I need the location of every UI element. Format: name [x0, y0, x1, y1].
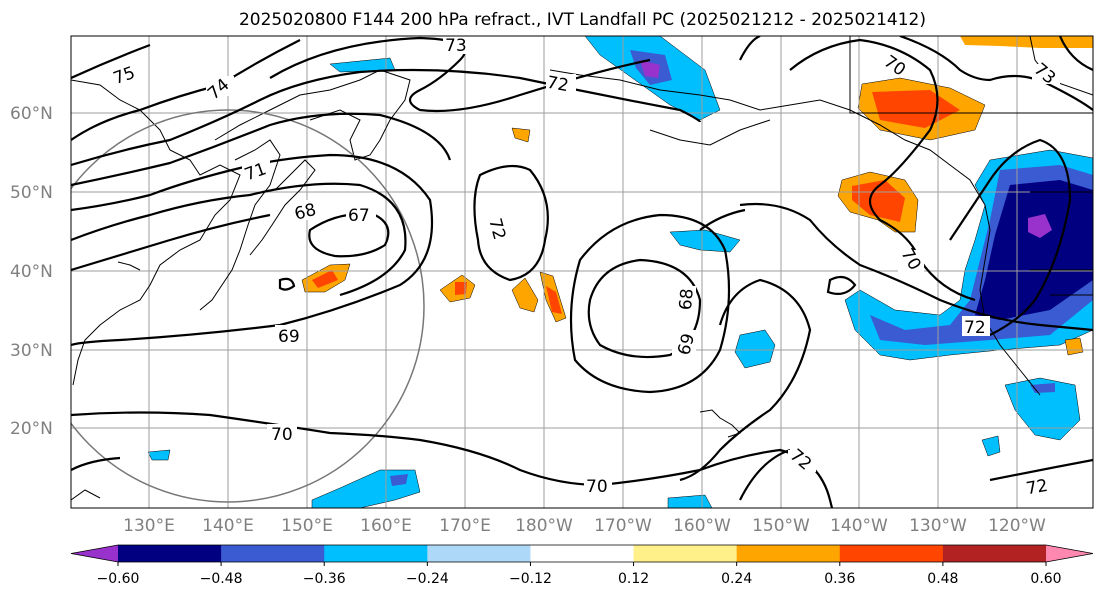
- positive-anomaly-region: [960, 36, 1093, 48]
- positive-anomaly-region: [546, 286, 562, 314]
- colorbar-segment: [427, 545, 531, 562]
- negative-anomaly-region: [975, 180, 1093, 320]
- colorbar-tick-label: 0.12: [618, 571, 649, 587]
- svg-text:72: 72: [545, 73, 570, 96]
- negative-anomaly-region: [640, 60, 660, 78]
- positive-anomaly-region: [511, 127, 531, 143]
- shaded-field-layer: [147, 36, 1093, 508]
- lon-label: 120°W: [988, 516, 1046, 536]
- colorbar-segment: [530, 545, 635, 562]
- lat-label: 50°N: [10, 183, 53, 203]
- negative-anomaly-region: [1028, 214, 1052, 238]
- contour-label: 69: [672, 330, 699, 358]
- contour-label: 70: [896, 245, 925, 274]
- lon-label: 130°E: [123, 516, 175, 536]
- negative-anomaly-region: [147, 449, 171, 461]
- positive-anomaly-region: [511, 277, 539, 313]
- contour-label: 72: [786, 445, 816, 475]
- colorbar-segment: [118, 545, 222, 562]
- negative-anomaly-region: [390, 474, 408, 486]
- map-frame: [70, 35, 1094, 509]
- contour-label-layer: 75 74 73 72 70 73: [111, 36, 1060, 499]
- lon-label: 160°W: [673, 516, 731, 536]
- positive-anomaly-region: [852, 180, 905, 222]
- contour-label: 72: [962, 316, 990, 338]
- lon-label: 170°W: [594, 516, 652, 536]
- svg-text:70: 70: [586, 477, 608, 497]
- negative-anomaly-region: [981, 435, 1001, 457]
- colorbar-tick-label: −0.24: [406, 571, 449, 587]
- contour-label: 73: [443, 36, 471, 56]
- latitude-labels: 60°N 50°N 40°N 30°N 20°N: [10, 104, 53, 439]
- contour-label: 68: [672, 286, 698, 314]
- colorbar-segment: [324, 545, 428, 562]
- colorbar-segment: [736, 545, 841, 562]
- contour-label: 69: [275, 325, 305, 347]
- colorbar-extend-low: [71, 545, 118, 562]
- contour-label: 72: [545, 73, 576, 96]
- lon-label: 140°W: [830, 516, 888, 536]
- colorbar-tick-label: 0.24: [721, 571, 752, 587]
- lon-label: 130°W: [909, 516, 967, 536]
- contour-label: 70: [880, 52, 909, 81]
- colorbar-extend-high: [1046, 545, 1093, 562]
- colorbar-tick-label: −0.12: [509, 571, 552, 587]
- lat-label: 40°N: [10, 262, 53, 282]
- lon-label: 140°E: [202, 516, 254, 536]
- longitude-labels: 130°E 140°E 150°E 160°E 170°E 180°W 170°…: [123, 516, 1046, 536]
- lat-label: 20°N: [10, 419, 53, 439]
- colorbar-tick-label: −0.36: [303, 571, 346, 587]
- contour-label: 72: [1024, 476, 1054, 499]
- svg-text:73: 73: [445, 36, 467, 56]
- colorbar: −0.60 −0.48 −0.36 −0.24 −0.12 0.12 0.24 0.36 0.4…: [70, 544, 1094, 587]
- lon-label: 160°E: [360, 516, 412, 536]
- svg-text:72: 72: [1025, 476, 1050, 499]
- colorbar-tick-label: −0.60: [97, 571, 140, 587]
- positive-anomaly-region: [312, 270, 338, 288]
- contour-label: 72: [484, 216, 512, 244]
- svg-text:70: 70: [271, 425, 293, 445]
- contour-label: 73: [1030, 59, 1060, 89]
- colorbar-segment: [839, 545, 944, 562]
- negative-anomaly-region: [667, 494, 713, 508]
- lat-label: 30°N: [10, 341, 53, 361]
- colorbar-tick-label: 0.60: [1030, 571, 1061, 587]
- great-circle-outline: [71, 109, 425, 503]
- negative-anomaly-region: [1004, 377, 1081, 441]
- map-title: 2025020800 F144 200 hPa refract., IVT La…: [238, 10, 926, 30]
- colorbar-segment: [633, 545, 738, 562]
- svg-text:72: 72: [964, 318, 986, 338]
- colorbar-tick-label: 0.48: [927, 571, 958, 587]
- colorbar-tick-label: −0.48: [200, 571, 243, 587]
- positive-anomaly-region: [455, 282, 467, 295]
- refractivity-contours: [71, 36, 1093, 508]
- lon-label: 150°E: [281, 516, 333, 536]
- lon-label: 150°W: [752, 516, 810, 536]
- colorbar-segment: [942, 545, 1047, 562]
- coastlines: [71, 36, 1093, 501]
- negative-anomaly-region: [734, 329, 776, 369]
- svg-text:67: 67: [348, 206, 370, 226]
- contour-label: 67: [346, 205, 376, 226]
- svg-text:68: 68: [676, 288, 698, 311]
- lat-label: 60°N: [10, 104, 53, 124]
- svg-text:69: 69: [278, 327, 300, 347]
- lon-label: 180°W: [515, 516, 573, 536]
- positive-anomaly-region: [1064, 337, 1084, 356]
- lon-label: 170°E: [439, 516, 491, 536]
- colorbar-segment: [221, 545, 325, 562]
- contour-label: 70: [267, 424, 297, 445]
- colorbar-tick-label: 0.36: [824, 571, 855, 587]
- contour-label: 70: [584, 476, 612, 497]
